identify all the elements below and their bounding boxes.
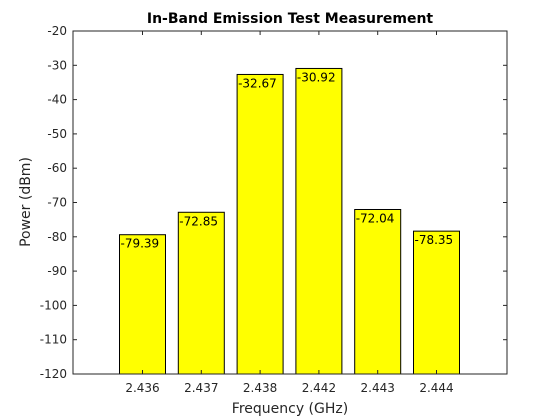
y-tick-label: -90 — [47, 264, 67, 278]
axes-box — [72, 30, 508, 375]
data-label-2.436: -79.39 — [121, 237, 160, 251]
data-labels-group: -79.39 -72.85 -32.67 -30.92 -72.04 -78.35 — [121, 70, 454, 250]
x-tick-label: 2.436 — [125, 381, 159, 395]
y-tick-label: -30 — [47, 58, 67, 72]
y-tick-label: -70 — [47, 196, 67, 210]
x-tick-label: 2.443 — [361, 381, 395, 395]
y-tick-label: -20 — [47, 24, 67, 38]
x-tick-label: 2.438 — [243, 381, 277, 395]
x-tick-label: 2.444 — [419, 381, 453, 395]
y-tick-label: -80 — [47, 230, 67, 244]
x-axis-ticks: 2.436 2.437 2.438 2.442 2.443 2.444 — [125, 31, 454, 395]
y-tick-label: -110 — [40, 333, 67, 347]
y-tick-label: -120 — [40, 367, 67, 381]
bar-2.444 — [413, 230, 460, 375]
data-label-2.443: -72.04 — [356, 211, 395, 225]
data-label-2.442: -30.92 — [297, 70, 336, 84]
y-tick-label: -50 — [47, 127, 67, 141]
y-axis-label: Power (dBm) — [18, 157, 34, 247]
y-axis-ticks: -20 -30 -40 -50 -60 -70 -80 -90 -100 -110 -120 — [40, 24, 507, 381]
x-axis-label: Frequency (GHz) — [232, 401, 348, 417]
x-tick-label: 2.437 — [184, 381, 218, 395]
data-label-2.444: -78.35 — [415, 233, 454, 247]
bars-group — [119, 67, 460, 375]
y-tick-label: -100 — [40, 298, 67, 312]
y-tick-label: -40 — [47, 93, 67, 107]
data-label-2.438: -32.67 — [238, 76, 277, 90]
x-tick-label: 2.442 — [302, 381, 336, 395]
data-label-2.437: -72.85 — [179, 214, 218, 228]
bar-2.443 — [354, 208, 402, 375]
y-tick-label: -60 — [47, 161, 67, 175]
bar-2.437 — [177, 211, 225, 375]
bar-2.438 — [236, 73, 284, 375]
bar-2.436 — [119, 234, 166, 375]
bar-2.442 — [295, 67, 343, 375]
chart-title: In-Band Emission Test Measurement — [147, 11, 434, 27]
